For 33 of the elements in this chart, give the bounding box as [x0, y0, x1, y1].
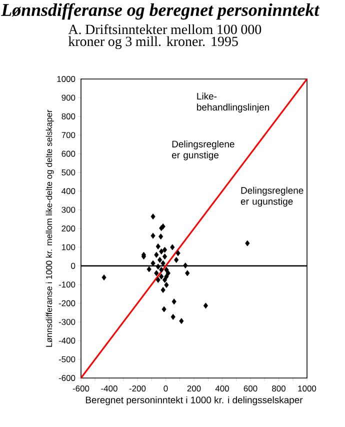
y-tick-label: 700: [62, 132, 76, 138]
x-tick-label: -200: [129, 386, 146, 392]
y-tick-label: 100: [62, 244, 76, 250]
chart-title: Lønnsdifferanse og beregnet personinntekt: [1, 3, 320, 20]
y-tick-label: 1000: [57, 76, 76, 82]
y-tick-label: -600: [58, 375, 76, 381]
x-tick-label: 400: [215, 386, 229, 392]
x-tick-label: 200: [187, 386, 201, 392]
chart-subtitle: A. Driftsinntekter mellom 100 000 kroner og 3 mill. kroner. 1995: [68, 24, 262, 49]
annotation: Delingsreglene er gunstige: [172, 140, 234, 160]
y-tick-label: -300: [58, 318, 76, 325]
y-axis-title: Lønnsdifferanse i 1000 kr. mellom like-delte og delte selskaper: [46, 110, 54, 347]
annotation: Like-behandlingslinjen: [197, 92, 269, 112]
y-tick-label: 200: [62, 226, 76, 232]
x-tick-label: 800: [272, 386, 286, 392]
x-tick-label: 1000: [298, 386, 316, 392]
y-tick-label: 900: [62, 94, 76, 101]
y-tick-label: -400: [58, 338, 76, 344]
y-tick-label: -500: [58, 356, 76, 362]
y-tick-label: 300: [62, 206, 76, 213]
y-tick-label: 400: [62, 188, 76, 194]
y-tick-label: 0: [71, 262, 76, 269]
y-tick-label: -100: [58, 282, 76, 288]
y-tick-label: -200: [58, 300, 76, 306]
annotation: Delingsreglene er ugunstige: [240, 186, 304, 207]
x-tick-label: -600: [72, 386, 90, 392]
y-tick-label: 600: [62, 150, 76, 157]
y-tick-label: 800: [62, 113, 76, 120]
x-tick-label: 0: [164, 386, 168, 392]
y-tick-label: 500: [62, 169, 76, 176]
x-tick-label: 600: [244, 386, 258, 392]
x-tick-label: -400: [101, 386, 118, 392]
x-axis-title: Beregnet personinntekt i 1000 kr. i delingsselskaper: [86, 396, 303, 406]
